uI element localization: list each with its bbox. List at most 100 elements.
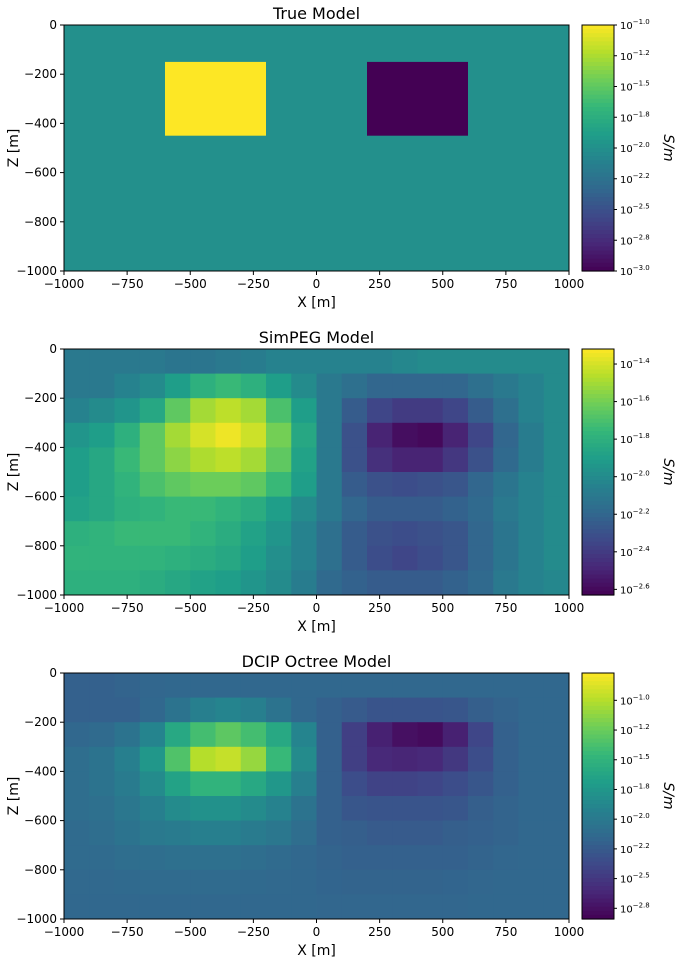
heatmap-cell: [190, 746, 216, 772]
heatmap-cell: [367, 722, 393, 748]
heatmap-cell: [240, 746, 267, 772]
heatmap-cell: [266, 447, 292, 473]
colorbar-segment: [582, 115, 614, 120]
heatmap-cell: [64, 422, 90, 448]
heatmap-cell: [468, 796, 494, 822]
colorbar-segment: [582, 82, 614, 88]
colorbar-tick-label: 10−2.0: [620, 812, 650, 826]
x-tick-label: 500: [431, 601, 454, 615]
colorbar-segment: [582, 160, 614, 165]
heatmap-cell: [392, 472, 418, 498]
heatmap-cell: [316, 845, 343, 871]
colorbar-segment: [582, 878, 614, 883]
heatmap-cell: [442, 422, 469, 448]
heatmap-cell: [266, 894, 292, 920]
colorbar-segment: [582, 41, 614, 47]
colorbar-segment: [582, 910, 614, 916]
heatmap-cell: [291, 398, 317, 424]
heatmap-cell: [442, 472, 469, 498]
heatmap-cell: [468, 869, 494, 895]
heatmap-cell: [240, 472, 267, 498]
y-tick-label: −400: [24, 116, 57, 130]
heatmap-cell: [518, 673, 545, 699]
colorbar-tick-exponent: −2.8: [633, 233, 650, 241]
colorbar-segment: [582, 865, 614, 871]
heatmap-cell: [291, 545, 317, 571]
heatmap-cell: [266, 496, 292, 522]
heatmap-cell: [543, 472, 570, 498]
colorbar-segment: [582, 176, 614, 182]
colorbar-tick-exponent: −2.2: [633, 842, 650, 850]
colorbar-tick-exponent: −1.6: [633, 395, 651, 403]
heatmap-cell: [417, 472, 444, 498]
colorbar-segment: [582, 353, 614, 358]
heatmap-cell: [468, 894, 494, 920]
heatmap-cell: [64, 746, 90, 772]
heatmap-background: [64, 25, 569, 271]
heatmap-cell: [240, 673, 267, 699]
heatmap-cell: [291, 447, 317, 473]
heatmap-cell: [240, 722, 267, 748]
heatmap: [64, 349, 570, 596]
heatmap-cell: [392, 673, 418, 699]
colorbar-segment: [582, 775, 614, 781]
colorbar-segment: [582, 586, 614, 592]
x-tick-label: −1000: [44, 277, 85, 291]
colorbar-segment: [582, 390, 614, 395]
heatmap-cell: [493, 570, 519, 596]
colorbar-segment: [582, 857, 614, 863]
heatmap-cell: [139, 422, 166, 448]
heatmap-cell: [468, 521, 494, 547]
heatmap-cell: [543, 521, 570, 547]
y-tick-label: 0: [49, 666, 57, 680]
heatmap-cell: [367, 447, 393, 473]
y-tick-label: 0: [49, 342, 57, 356]
heatmap-cell: [316, 447, 343, 473]
heatmap-cell: [392, 496, 418, 522]
colorbar-tick-exponent: −3.0: [633, 264, 650, 272]
colorbar-tick-exponent: −1.5: [633, 80, 650, 88]
colorbar-segment: [582, 217, 614, 223]
heatmap-cell: [392, 869, 418, 895]
heatmap-cell: [341, 746, 368, 772]
colorbar-tick-exponent: −1.2: [633, 723, 650, 731]
heatmap-cell: [367, 697, 393, 723]
colorbar-tick-exponent: −2.2: [633, 507, 650, 515]
heatmap-cell: [543, 771, 570, 797]
colorbar-segment: [582, 230, 614, 235]
heatmap-cell: [190, 545, 216, 571]
heatmap-cell: [114, 697, 141, 723]
colorbar-segment: [582, 361, 614, 366]
colorbar-segment: [582, 689, 614, 695]
colorbar-tick-exponent: −1.5: [633, 753, 650, 761]
heatmap-cell: [518, 545, 545, 571]
colorbar-segment: [582, 566, 614, 571]
colorbar-segment: [582, 541, 614, 547]
heatmap-cell: [240, 771, 267, 797]
heatmap-cell: [64, 398, 90, 424]
heatmap-cell: [518, 820, 545, 846]
colorbar-segment: [582, 488, 614, 494]
heatmap-cell: [518, 746, 545, 772]
heatmap-cell: [493, 545, 519, 571]
heatmap-cell: [392, 373, 418, 399]
heatmap-cell: [266, 771, 292, 797]
heatmap-cell: [165, 373, 191, 399]
y-axis-label: Z [m]: [6, 777, 22, 816]
colorbar-segment: [582, 394, 614, 399]
colorbar-segment: [582, 385, 614, 391]
heatmap-cell: [240, 545, 267, 571]
heatmap-cell: [266, 570, 292, 596]
colorbar-segment: [582, 841, 614, 846]
heatmap-cell: [518, 722, 545, 748]
heatmap-cell: [64, 545, 90, 571]
heatmap-cell: [114, 422, 141, 448]
heatmap-cell: [215, 373, 242, 399]
heatmap-cell: [493, 820, 519, 846]
heatmap-cell: [291, 771, 317, 797]
colorbar-tick-label: 10−1.0: [620, 693, 650, 707]
colorbar-tick-label: 10−2.2: [620, 842, 650, 856]
heatmap-cell: [139, 496, 166, 522]
colorbar-tick-label: 10−1.4: [620, 357, 650, 371]
heatmap-cell: [165, 722, 191, 748]
